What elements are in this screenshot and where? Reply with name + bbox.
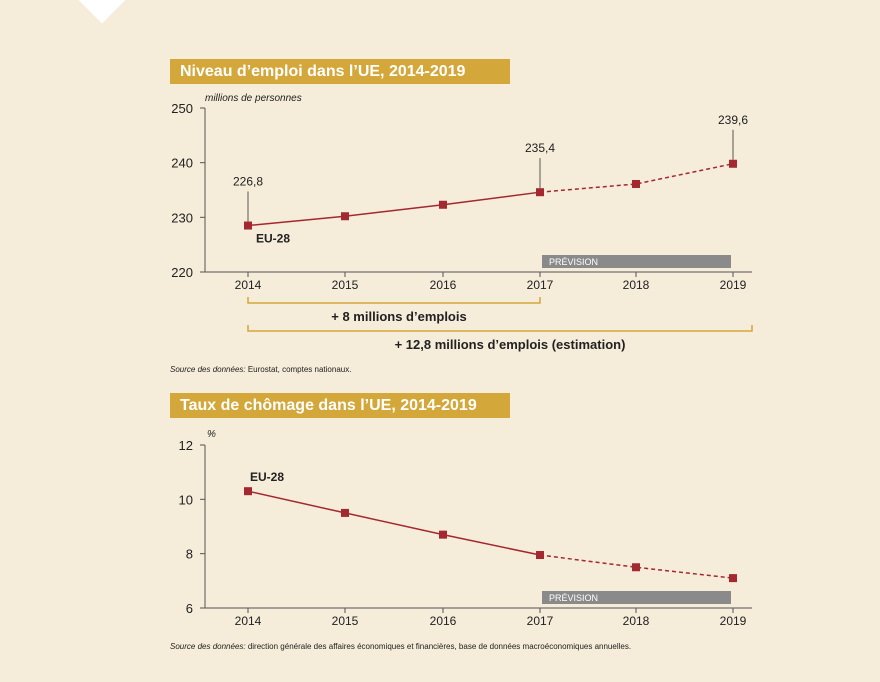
chart1-data-point [244, 221, 252, 230]
chart2-x-tick-label: 2018 [623, 614, 650, 628]
chart1-data-point [439, 200, 447, 209]
chart1-x-tick-label: 2018 [623, 278, 650, 292]
chart1-x-tick-label: 2016 [430, 278, 457, 292]
chart1-title: Niveau d’emploi dans l’UE, 2014-2019 [170, 59, 510, 84]
chart2-source-text: direction générale des affaires économiq… [245, 642, 632, 651]
chart2-title: Taux de chômage dans l’UE, 2014-2019 [170, 393, 510, 418]
chart2-series-line-actual [247, 490, 541, 556]
chart1-series-label: EU-28 [256, 232, 290, 246]
chart1-data-label: 239,6 [718, 113, 748, 127]
chart2-y-tick-label: 10 [179, 492, 193, 507]
chart1-x-tick-label: 2015 [332, 278, 359, 292]
chart1-y-tick-label: 240 [171, 156, 193, 171]
chart1-x-tick-label: 2017 [527, 278, 554, 292]
chart1-y-tick-label: 230 [171, 210, 193, 225]
chart1-series-line-actual [247, 191, 541, 227]
chart2-x-tick-label: 2016 [430, 614, 457, 628]
chart1-data-point [536, 188, 544, 197]
chart1-y-tick-label: 250 [171, 101, 193, 116]
chart2-source-prefix: Source des données: [170, 642, 246, 651]
chart1-data-label: 235,4 [525, 141, 555, 155]
chart2-data-point [439, 530, 447, 539]
chart2-series-line-forecast [539, 554, 734, 579]
chart1-x-tick-label: 2019 [720, 278, 747, 292]
chart1-bracket-label: + 12,8 millions d’emplois (estimation) [395, 337, 626, 352]
chart2-data-point [244, 487, 252, 496]
chart1-data-point [341, 212, 349, 221]
chart1-forecast-bar [542, 255, 731, 268]
chart1-series-line-forecast [539, 163, 734, 193]
chart1-data-point [632, 179, 640, 188]
chart1-y-tick-label: 220 [171, 265, 193, 280]
chart2-y-tick-label: 12 [179, 438, 193, 453]
chart2-x-tick-label: 2017 [527, 614, 554, 628]
chart1-x-tick-label: 2014 [235, 278, 262, 292]
chart2-x-tick-label: 2019 [720, 614, 747, 628]
chart2-unit-label: % [207, 429, 216, 440]
chart2-data-point [729, 574, 737, 583]
chart1-source-prefix: Source des données: [170, 365, 246, 374]
chart1-bracket-label: + 8 millions d’emplois [331, 309, 466, 324]
chart1-bracket [247, 325, 753, 332]
chart2-data-point [536, 551, 544, 560]
chart2-series-label: EU-28 [250, 470, 284, 484]
chart2-source: Source des données: direction générale d… [170, 642, 631, 651]
chart1-source-text: Eurostat, comptes nationaux. [245, 365, 352, 374]
chart1-data-point [729, 159, 737, 168]
chart1-forecast-label: PRÉVISION [549, 257, 598, 267]
chart1-source: Source des données: Eurostat, comptes na… [170, 365, 351, 374]
chart2-data-point [632, 563, 640, 572]
chart2-y-tick-label: 6 [186, 601, 193, 616]
chart1-bracket [247, 297, 541, 304]
chart2-x-tick-label: 2015 [332, 614, 359, 628]
chart2-data-point [341, 508, 349, 517]
chart1-data-label: 226,8 [233, 175, 263, 189]
chart2-x-tick-label: 2014 [235, 614, 262, 628]
chart2-y-tick-label: 8 [186, 547, 193, 562]
chart2-forecast-bar [542, 591, 731, 604]
chart2-forecast-label: PRÉVISION [549, 593, 598, 603]
chart1-unit-label: millions de personnes [205, 93, 302, 104]
